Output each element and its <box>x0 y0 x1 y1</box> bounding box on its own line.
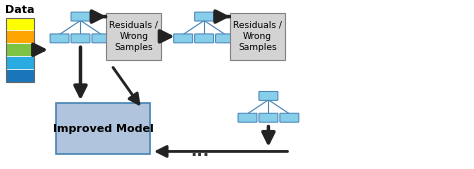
Bar <box>6 56 34 69</box>
Bar <box>6 18 34 82</box>
FancyBboxPatch shape <box>173 34 192 43</box>
FancyBboxPatch shape <box>238 113 257 122</box>
Bar <box>6 18 34 30</box>
FancyBboxPatch shape <box>280 113 299 122</box>
FancyBboxPatch shape <box>259 113 278 122</box>
FancyBboxPatch shape <box>216 34 235 43</box>
FancyBboxPatch shape <box>195 34 214 43</box>
Bar <box>6 30 34 43</box>
FancyBboxPatch shape <box>106 13 161 60</box>
FancyBboxPatch shape <box>259 91 278 100</box>
Text: ...: ... <box>190 142 209 160</box>
FancyBboxPatch shape <box>195 12 214 21</box>
Bar <box>6 69 34 82</box>
Text: Data: Data <box>5 5 35 15</box>
FancyBboxPatch shape <box>50 34 69 43</box>
FancyBboxPatch shape <box>92 34 111 43</box>
Text: Improved Model: Improved Model <box>53 124 153 134</box>
Text: Residuals /
Wrong
Samples: Residuals / Wrong Samples <box>233 21 282 52</box>
FancyBboxPatch shape <box>55 103 150 154</box>
Text: Residuals /
Wrong
Samples: Residuals / Wrong Samples <box>109 21 158 52</box>
FancyBboxPatch shape <box>230 13 285 60</box>
FancyBboxPatch shape <box>71 34 90 43</box>
FancyBboxPatch shape <box>71 12 90 21</box>
Bar <box>6 43 34 56</box>
